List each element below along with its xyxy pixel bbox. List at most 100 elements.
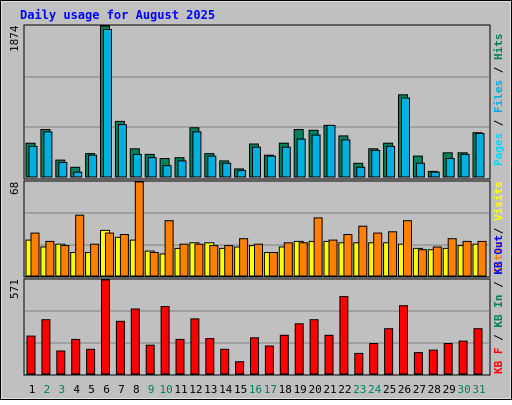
x-tick-label: 12 (189, 383, 202, 396)
kbf-bar (145, 344, 155, 375)
x-tick-label: 30 (457, 383, 470, 396)
kbytes-legend-text: KB F / KB In / KB Out (492, 235, 505, 374)
files-bar (311, 134, 321, 178)
files-bar (162, 165, 172, 178)
sites-bar (45, 240, 55, 277)
sites-bar (194, 243, 204, 277)
sites-bar (403, 220, 412, 277)
x-tick-label: 13 (204, 383, 217, 396)
sites-bar (75, 214, 85, 277)
x-tick-label: 15 (234, 383, 247, 396)
x-tick-label: 24 (368, 383, 382, 396)
files-bar (237, 170, 247, 178)
kbf-bar (413, 352, 423, 375)
hits-legend: Pages / Files / Hits (492, 34, 505, 167)
hits-ymax-label: 1874 (8, 25, 21, 52)
x-tick-label: 27 (413, 383, 426, 396)
x-tick-label: 26 (398, 383, 411, 396)
kbf-bar (130, 308, 140, 375)
x-tick-label: 6 (103, 383, 110, 396)
files-bar (401, 97, 410, 178)
x-axis-labels: 1 2 3 4 5 6 7 8 9 10 11 12 13 14 15 16 17 18 19 20 21 22 23 24 2… (29, 383, 486, 396)
kbf-bar (205, 338, 215, 375)
x-tick-label: 5 (88, 383, 95, 396)
sites-bar (30, 232, 40, 277)
sites-bar (373, 232, 383, 277)
sites-bar (268, 252, 278, 277)
visits-legend-text: Sites / Visits (492, 181, 505, 274)
sites-bar (283, 242, 293, 277)
files-bar (281, 146, 291, 178)
sites-bar (432, 246, 442, 277)
sites-bar (119, 234, 129, 277)
files-bar (103, 29, 112, 178)
kbf-bar (190, 318, 200, 375)
files-bar (371, 149, 381, 178)
x-tick-label: 29 (443, 383, 456, 396)
kbf-legend: KB F (492, 348, 505, 375)
x-tick-label: 21 (323, 383, 336, 396)
bars (25, 25, 487, 375)
sites-bar (462, 240, 472, 277)
kbout-legend: KB Out (492, 235, 505, 275)
x-tick-label: 25 (383, 383, 396, 396)
x-tick-label: 1 (29, 383, 36, 396)
files-bar (386, 145, 396, 178)
x-tick-label: 3 (58, 383, 65, 396)
x-tick-label: 31 (472, 383, 485, 396)
sites-bar (224, 245, 234, 277)
kbf-bar (309, 319, 319, 375)
files-bar (207, 155, 217, 178)
files-bar (252, 146, 261, 178)
files-bar (132, 153, 142, 178)
kbf-bar (473, 328, 483, 375)
sites-bar (388, 231, 398, 277)
files-bar (415, 162, 425, 178)
sites-legend: Sites (492, 241, 505, 274)
x-tick-label: 14 (219, 383, 233, 396)
kbf-bar (220, 348, 230, 375)
files-bar (177, 160, 187, 178)
sites-bar (447, 238, 457, 277)
chart-title: Daily usage for August 2025 (20, 8, 215, 22)
sites-bar (164, 220, 174, 277)
visits-legend-label: Visits (492, 181, 505, 221)
x-tick-label: 4 (73, 383, 80, 396)
sites-bar (358, 225, 368, 277)
files-bar (430, 171, 440, 178)
files-bar (147, 157, 157, 178)
x-tick-label: 8 (133, 383, 140, 396)
kbf-bar (399, 305, 408, 375)
hits-legend-label: Hits (492, 34, 505, 61)
files-bar (341, 139, 351, 178)
files-bar (266, 155, 276, 178)
files-bar (460, 153, 470, 178)
files-bar (222, 162, 232, 178)
files-bar (326, 124, 336, 178)
kbf-bar (26, 335, 36, 375)
sites-bar (90, 243, 100, 277)
kbf-bar (264, 345, 274, 375)
x-tick-label: 16 (249, 383, 262, 396)
x-tick-label: 17 (264, 383, 277, 396)
sites-bar (239, 238, 249, 277)
kbf-bar (175, 338, 185, 375)
sites-bar (343, 234, 353, 277)
kbf-bar (279, 334, 289, 375)
kbf-bar (160, 306, 170, 375)
files-bar (475, 133, 485, 178)
x-tick-label: 7 (118, 383, 125, 396)
x-tick-label: 2 (44, 383, 51, 396)
kbf-bar (86, 348, 96, 375)
kbf-bar (354, 352, 364, 375)
x-tick-label: 10 (159, 383, 172, 396)
sites-bar (105, 232, 114, 277)
x-tick-label: 28 (428, 383, 441, 396)
x-tick-label: 18 (279, 383, 292, 396)
x-tick-label: 22 (338, 383, 351, 396)
sites-bar (328, 239, 338, 277)
kbf-bar (250, 337, 259, 375)
kbytes-legend: KB F / KB In / KB Out (492, 235, 505, 374)
kbf-bar (71, 338, 81, 375)
